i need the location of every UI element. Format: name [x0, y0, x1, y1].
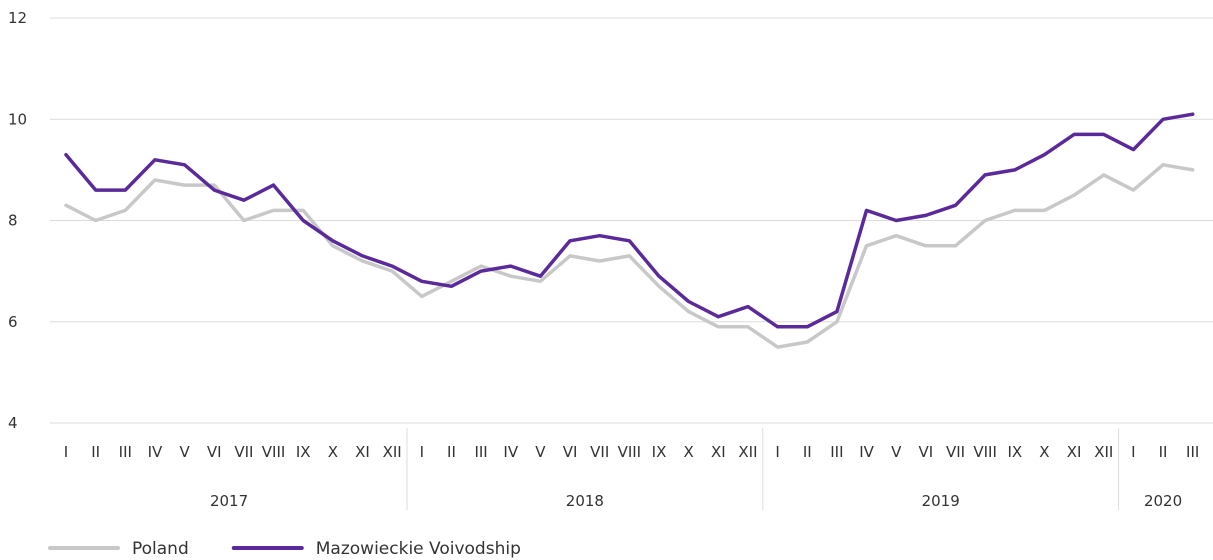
x-tick-label: IX: [652, 443, 667, 461]
y-axis: 4 6 8 10 12: [8, 9, 27, 432]
x-tick-label: II: [803, 443, 812, 461]
year-label: 2020: [1144, 492, 1182, 510]
y-tick-label: 10: [8, 110, 27, 128]
x-tick-label: XII: [383, 443, 402, 461]
x-tick-label: III: [1186, 443, 1199, 461]
x-tick-label: I: [775, 443, 779, 461]
x-tick-label: II: [91, 443, 100, 461]
year-label: 2017: [210, 492, 248, 510]
x-tick-label: VII: [234, 443, 253, 461]
year-label: 2018: [566, 492, 604, 510]
x-tick-label: I: [420, 443, 424, 461]
x-tick-label: XII: [1094, 443, 1113, 461]
x-tick-label: XI: [1067, 443, 1082, 461]
x-tick-label: VI: [563, 443, 578, 461]
x-tick-label: VIII: [262, 443, 286, 461]
x-tick-label: XII: [738, 443, 757, 461]
x-tick-label: IX: [296, 443, 311, 461]
x-tick-label: XI: [355, 443, 370, 461]
x-tick-label: X: [1039, 443, 1049, 461]
x-tick-label: VI: [207, 443, 222, 461]
x-tick-label: V: [891, 443, 902, 461]
x-tick-label: V: [179, 443, 190, 461]
x-tick-label: IV: [503, 443, 518, 461]
legend: Poland Mazowieckie Voivodship: [48, 539, 521, 559]
x-tick-label: I: [64, 443, 68, 461]
x-tick-label: VIII: [973, 443, 997, 461]
series-line-poland: [64, 163, 1195, 349]
x-tick-label: IX: [1007, 443, 1022, 461]
year-label: 2019: [922, 492, 960, 510]
x-tick-label: VII: [590, 443, 609, 461]
y-tick-label: 12: [8, 9, 27, 27]
x-tick-label: VIII: [618, 443, 642, 461]
x-tick-label: IV: [148, 443, 163, 461]
x-tick-label: VI: [919, 443, 934, 461]
x-tick-label: IV: [859, 443, 874, 461]
x-tick-label: V: [535, 443, 546, 461]
legend-label: Poland: [132, 539, 189, 559]
grid-lines: [50, 17, 1213, 424]
y-tick-label: 6: [8, 313, 18, 331]
x-tick-label: X: [684, 443, 694, 461]
x-tick-label: III: [830, 443, 843, 461]
y-tick-label: 4: [8, 414, 18, 432]
y-tick-label: 8: [8, 212, 18, 230]
x-axis: I II III IV V VI VII VIII IX X XI XII I II III IV V VI VII…: [64, 428, 1199, 510]
series-line-mazowieckie-voivodship: [64, 112, 1195, 329]
series-lines: [64, 112, 1195, 349]
x-tick-label: III: [474, 443, 487, 461]
x-tick-label: II: [1159, 443, 1168, 461]
legend-label: Mazowieckie Voivodship: [316, 539, 521, 559]
x-tick-label: XI: [711, 443, 726, 461]
x-tick-label: I: [1131, 443, 1135, 461]
x-tick-label: X: [328, 443, 338, 461]
x-tick-label: II: [447, 443, 456, 461]
x-tick-label: III: [119, 443, 132, 461]
x-tick-label: VII: [946, 443, 965, 461]
